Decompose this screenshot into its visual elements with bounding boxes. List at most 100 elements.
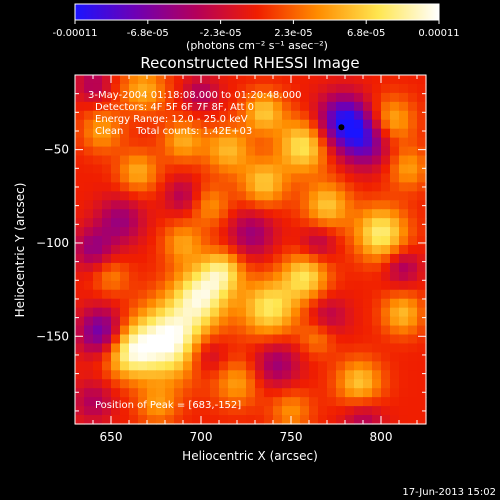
heatmap-cell <box>408 200 418 210</box>
heatmap-cell <box>309 343 319 354</box>
heatmap-cell <box>165 146 175 157</box>
heatmap-cell <box>228 361 238 371</box>
heatmap-cell <box>102 164 112 175</box>
heatmap-cell <box>183 406 193 416</box>
heatmap-cell <box>318 415 328 425</box>
info-line-detectors: Detectors: 4F 5F 6F 7F 8F, Att 0 <box>95 102 254 113</box>
heatmap-cell <box>165 173 175 183</box>
heatmap-cell <box>282 245 292 255</box>
heatmap-cell <box>165 388 175 398</box>
heatmap-cell <box>381 253 391 264</box>
heatmap-cell <box>102 307 112 318</box>
heatmap-cell <box>399 209 409 219</box>
heatmap-cell <box>273 379 283 389</box>
heatmap-cell <box>291 289 301 300</box>
heatmap-cell <box>237 155 247 166</box>
heatmap-cell <box>336 227 346 237</box>
heatmap-cell <box>84 137 94 148</box>
heatmap-cell <box>111 298 121 309</box>
heatmap-cell <box>228 415 238 425</box>
heatmap-cell <box>174 227 184 237</box>
heatmap-cell <box>255 75 265 85</box>
heatmap-cell <box>273 361 283 371</box>
heatmap-cell <box>228 182 238 192</box>
heatmap-cell <box>255 325 265 336</box>
heatmap-cell <box>309 388 319 398</box>
heatmap-cell <box>183 379 193 389</box>
heatmap-cell <box>111 75 121 85</box>
heatmap-cell <box>345 146 355 157</box>
heatmap-cell <box>291 280 301 291</box>
heatmap-cell <box>282 298 292 309</box>
heatmap-cell <box>228 146 238 157</box>
heatmap-cell <box>219 316 229 327</box>
heatmap-cell <box>111 397 121 407</box>
heatmap-cell <box>408 191 418 201</box>
heatmap-cell <box>327 236 337 246</box>
heatmap-cell <box>129 173 139 183</box>
heatmap-cell <box>327 146 337 157</box>
heatmap-cell <box>75 200 85 210</box>
heatmap-cell <box>219 343 229 354</box>
heatmap-cell <box>345 289 355 300</box>
heatmap-cell <box>165 92 175 103</box>
heatmap-cell <box>120 370 130 380</box>
heatmap-cell <box>309 137 319 148</box>
heatmap-cell <box>156 280 166 291</box>
heatmap-cell <box>390 415 400 425</box>
heatmap-cell <box>228 164 238 175</box>
heatmap-cell <box>354 182 364 192</box>
heatmap-cell <box>300 370 310 380</box>
heatmap-cell <box>282 164 292 175</box>
heatmap-cell <box>408 352 418 362</box>
heatmap-cell <box>372 119 382 130</box>
heatmap-cell <box>318 379 328 389</box>
heatmap-cell <box>399 245 409 255</box>
heatmap-cell <box>336 397 346 407</box>
heatmap-cell <box>237 352 247 362</box>
heatmap-cell <box>354 200 364 210</box>
heatmap-cell <box>363 218 373 228</box>
heatmap-cell <box>183 325 193 336</box>
heatmap-cell <box>156 101 166 112</box>
heatmap-cell <box>417 352 427 362</box>
heatmap-cell <box>264 307 274 318</box>
heatmap-cell <box>336 370 346 380</box>
heatmap-cell <box>93 245 103 255</box>
heatmap-cell <box>264 298 274 309</box>
heatmap-cell <box>372 236 382 246</box>
heatmap-cell <box>282 370 292 380</box>
heatmap-cell <box>75 182 85 192</box>
heatmap-cell <box>156 253 166 264</box>
heatmap-cell <box>237 200 247 210</box>
heatmap-cell <box>93 75 103 85</box>
heatmap-cell <box>111 253 121 264</box>
heatmap-cell <box>210 361 220 371</box>
heatmap-cell <box>300 191 310 201</box>
heatmap-cell <box>246 298 256 309</box>
heatmap-cell <box>408 209 418 219</box>
heatmap-cell <box>120 110 130 121</box>
heatmap-cell <box>354 128 364 139</box>
heatmap-cell <box>309 370 319 380</box>
heatmap-cell <box>192 155 202 166</box>
heatmap-cell <box>219 307 229 318</box>
heatmap-cell <box>399 271 409 282</box>
heatmap-cell <box>219 164 229 175</box>
heatmap-cell <box>75 119 85 130</box>
heatmap-cell <box>282 75 292 85</box>
heatmap-cell <box>336 155 346 166</box>
heatmap-cell <box>390 227 400 237</box>
heatmap-cell <box>84 92 94 103</box>
heatmap-cell <box>138 137 148 148</box>
heatmap-cell <box>129 209 139 219</box>
heatmap-cell <box>210 101 220 112</box>
heatmap-cell <box>381 218 391 228</box>
heatmap-cell <box>237 379 247 389</box>
heatmap-cell <box>408 218 418 228</box>
heatmap-cell <box>417 280 427 291</box>
heatmap-cell <box>228 262 238 273</box>
heatmap-cell <box>255 316 265 327</box>
heatmap-cell <box>246 128 256 139</box>
heatmap-cell <box>309 155 319 166</box>
